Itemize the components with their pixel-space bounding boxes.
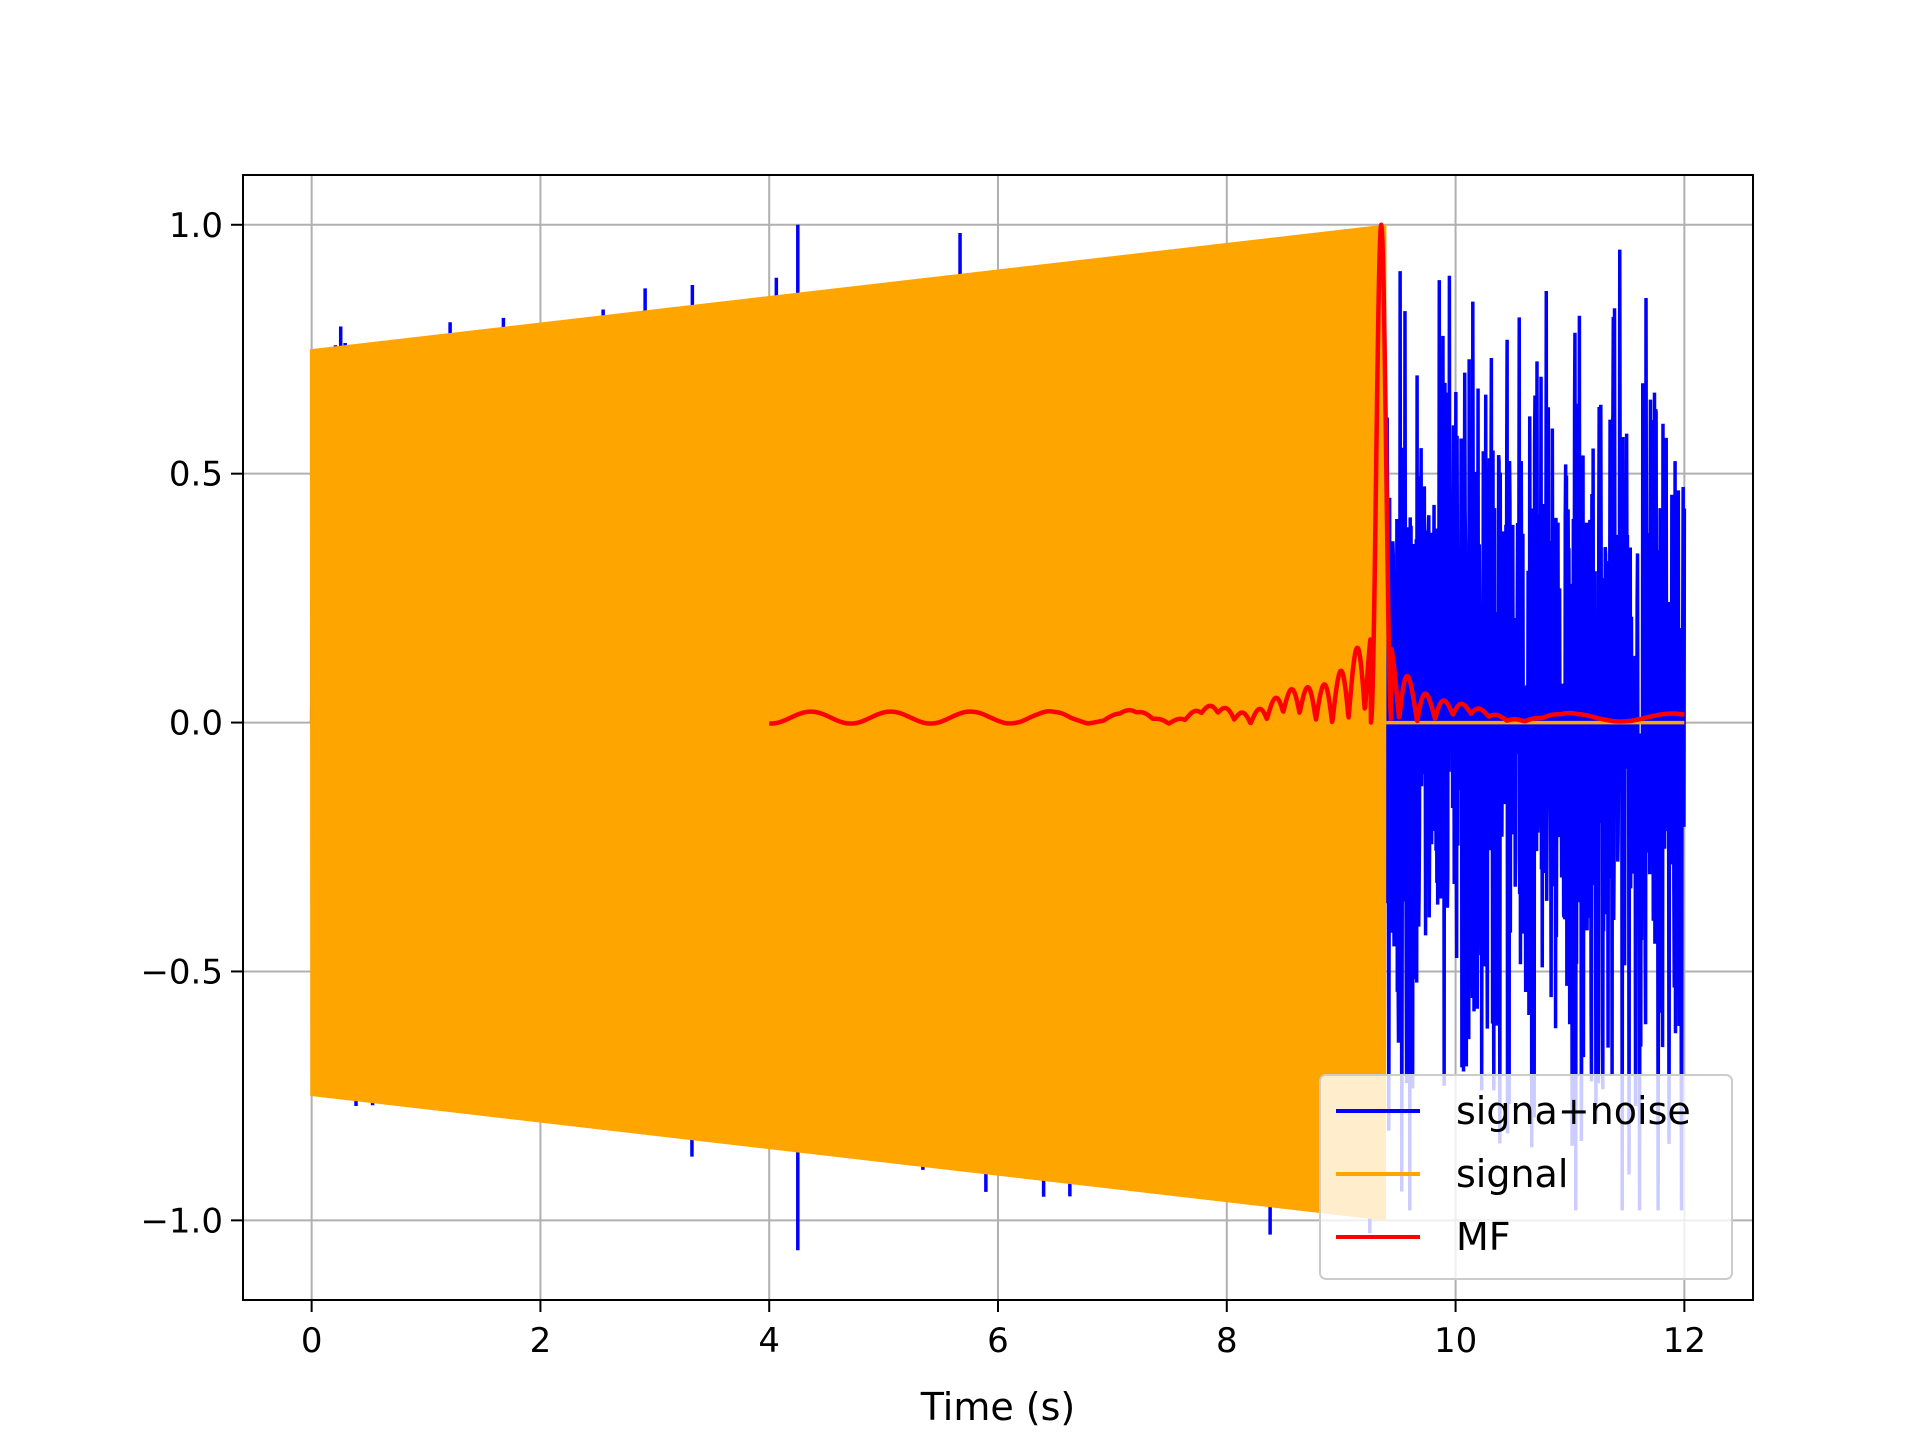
y-tick-label: 0.0 <box>169 704 223 744</box>
x-tick-label: 0 <box>301 1321 323 1361</box>
plot-layer <box>309 222 1687 1251</box>
legend-label-mf: MF <box>1456 1215 1511 1259</box>
x-tick-label: 12 <box>1663 1321 1706 1361</box>
legend: signa+noise signal MF <box>1319 1074 1733 1280</box>
series-mf-line <box>767 222 1687 726</box>
x-tick-label: 8 <box>1216 1321 1238 1361</box>
x-axis-ticks: 0 2 4 6 8 10 12 <box>301 1300 1706 1361</box>
legend-box <box>1319 1074 1733 1280</box>
x-tick-label: 6 <box>987 1321 1009 1361</box>
y-axis-ticks: −1.0 −0.5 0.0 0.5 1.0 <box>140 206 243 1241</box>
y-tick-label: −0.5 <box>140 952 223 992</box>
x-tick-label: 10 <box>1434 1321 1477 1361</box>
series-signal-line <box>309 224 1685 1221</box>
legend-label-signal-noise: signa+noise <box>1456 1089 1691 1133</box>
x-tick-label: 2 <box>530 1321 552 1361</box>
y-tick-label: 0.5 <box>169 455 223 495</box>
x-tick-label: 4 <box>758 1321 780 1361</box>
y-tick-label: 1.0 <box>169 206 223 246</box>
y-tick-label: −1.0 <box>140 1201 223 1241</box>
legend-label-signal: signal <box>1456 1152 1568 1196</box>
x-axis-label: Time (s) <box>920 1385 1076 1429</box>
